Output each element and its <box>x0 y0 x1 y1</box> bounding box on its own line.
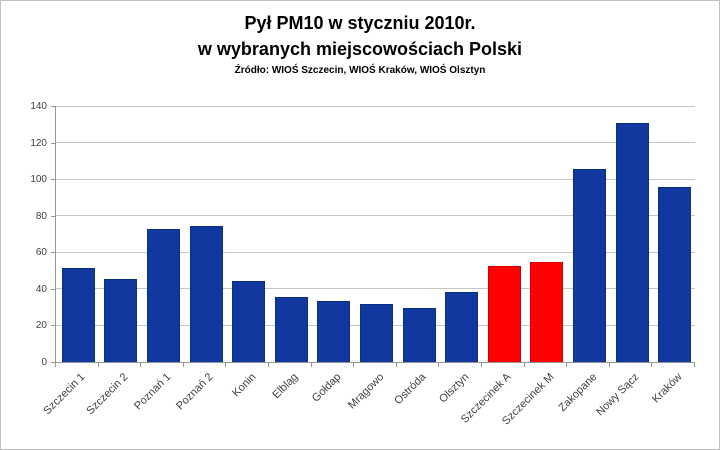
plot-area: [µg/m3] <box>55 105 695 363</box>
gridline <box>56 288 695 290</box>
chart-title-line-2: w wybranych miejscowościach Polski <box>197 39 523 59</box>
x-tick-mark <box>353 363 354 367</box>
bar-konin <box>232 281 266 362</box>
y-tick-label: 100 <box>30 174 47 186</box>
gridline <box>56 178 695 180</box>
y-tick-label: 0 <box>41 357 47 368</box>
y-tick-label: 80 <box>35 210 47 222</box>
x-tick-mark <box>311 363 312 367</box>
bar-kraków <box>658 187 692 362</box>
bar-elbląg <box>274 297 308 362</box>
x-tick-mark <box>140 363 141 367</box>
x-tick-mark <box>609 363 610 367</box>
gridline <box>56 215 695 217</box>
y-tick-mark <box>51 325 55 327</box>
x-tick-mark <box>524 363 525 367</box>
x-tick-mark <box>566 363 567 367</box>
bar-nowy-sącz <box>615 123 649 362</box>
bar-szczecin-2 <box>104 279 138 362</box>
x-tick-mark <box>98 363 99 367</box>
y-tick-mark <box>51 288 55 290</box>
bar-szczecinek-a <box>487 266 521 362</box>
gridline <box>56 105 695 107</box>
y-tick-mark <box>51 362 55 363</box>
x-tick-mark <box>225 363 226 367</box>
bar-zakopane <box>573 169 606 362</box>
x-tick-mark <box>481 363 482 367</box>
bar-szczecin-1 <box>61 268 95 362</box>
y-tick-mark <box>51 142 55 144</box>
x-tick-mark <box>396 363 397 367</box>
x-tick-mark <box>694 363 695 367</box>
bar-poznań-1 <box>147 229 180 362</box>
y-tick-mark <box>51 179 55 181</box>
bar-olsztyn <box>445 292 479 362</box>
y-tick-mark <box>51 252 55 254</box>
x-tick-mark <box>183 363 184 367</box>
y-tick-label: 40 <box>35 283 47 295</box>
bar-ostróda <box>402 308 436 362</box>
gridline <box>56 142 695 144</box>
y-tick-label: 120 <box>30 137 47 149</box>
y-tick-mark <box>51 106 55 107</box>
x-tick-mark <box>268 363 269 367</box>
y-tick-label: 60 <box>35 247 47 259</box>
bar-szczecinek-m <box>530 262 564 362</box>
gridline <box>56 251 695 253</box>
y-tick-mark <box>51 215 55 217</box>
bar-gołdap <box>317 301 351 362</box>
y-tick-label: 20 <box>35 320 47 332</box>
x-tick-mark <box>438 363 439 367</box>
x-category-label: Szczecin 1 <box>41 371 88 418</box>
x-tick-mark <box>55 363 56 367</box>
x-tick-mark <box>651 363 652 367</box>
chart-source-note: Źródło: WIOŚ Szczecin, WIOŚ Kraków, WIOŚ… <box>234 65 486 76</box>
bar-poznań-2 <box>189 226 223 362</box>
chart-title-line-1: Pył PM10 w styczniu 2010r. <box>244 13 476 33</box>
bar-mrągowo <box>360 304 393 362</box>
y-tick-label: 140 <box>30 101 47 112</box>
